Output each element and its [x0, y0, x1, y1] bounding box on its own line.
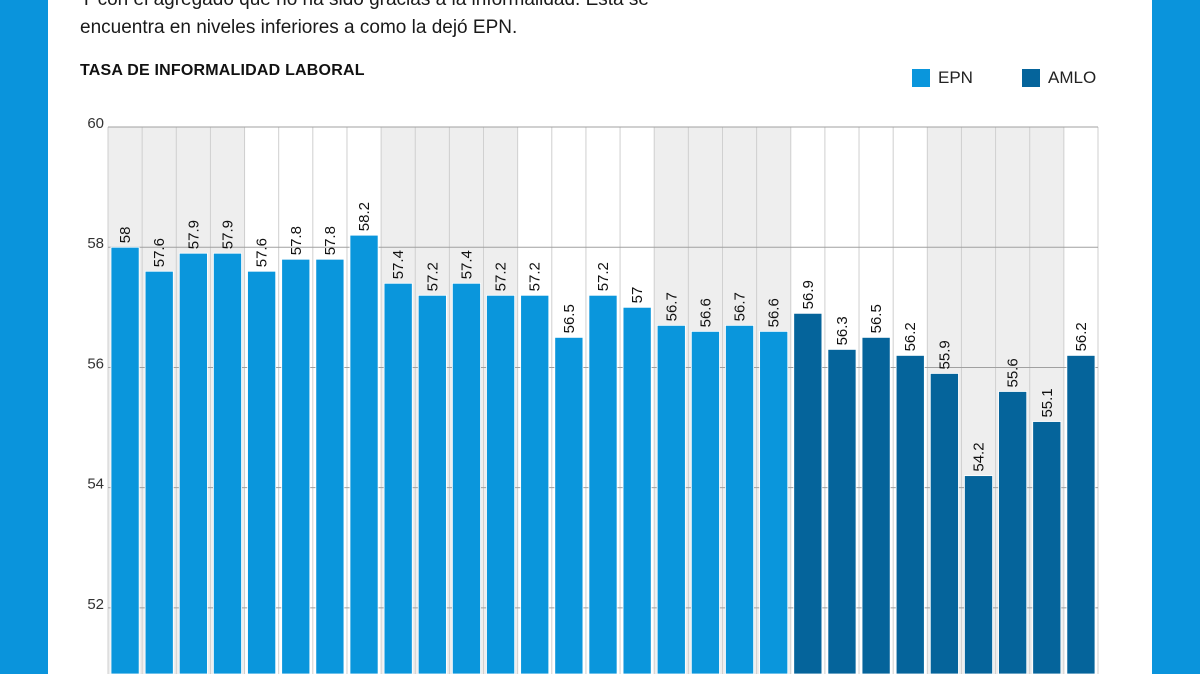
- bar: [349, 234, 379, 674]
- data-label: 56.5: [868, 304, 885, 333]
- data-label: 57.2: [527, 262, 544, 291]
- bar: [178, 252, 208, 674]
- bar: [725, 324, 755, 674]
- bar-chart: 60 58 56 54 52 58 57.6 57.9 57.9 57.6 57.8 57.8 58.2…: [87, 115, 1099, 674]
- bar: [656, 324, 686, 674]
- data-label: 58.2: [356, 202, 373, 231]
- data-label: 57.6: [151, 238, 168, 267]
- data-label: 55.9: [936, 340, 953, 369]
- bar: [281, 258, 311, 674]
- data-label: 56.5: [561, 304, 578, 333]
- bar: [247, 270, 277, 674]
- bar: [1066, 355, 1096, 674]
- bar: [554, 336, 584, 674]
- bar: [964, 475, 993, 674]
- bar: [213, 252, 242, 674]
- intro-line-1: Y con el agregado que no ha sido gracias…: [80, 0, 1080, 14]
- data-label: 54.2: [971, 442, 988, 471]
- bar: [895, 355, 925, 674]
- data-label: 56.7: [663, 292, 680, 321]
- bar: [451, 282, 481, 674]
- bar: [929, 373, 959, 674]
- bar: [110, 246, 140, 674]
- data-label: 56.7: [732, 292, 749, 321]
- data-label: 57.9: [219, 220, 236, 249]
- legend-label-epn: EPN: [938, 68, 973, 87]
- y-tick-label: 56: [87, 355, 104, 372]
- data-label: 57.2: [424, 262, 441, 291]
- data-label: 55.6: [1005, 358, 1022, 387]
- bar: [520, 294, 550, 674]
- data-label: 57: [629, 287, 646, 304]
- bar: [998, 391, 1028, 674]
- y-tick-label: 52: [87, 596, 104, 613]
- data-label: 57.4: [458, 250, 475, 279]
- y-tick-label: 60: [87, 115, 104, 132]
- data-label: 57.6: [254, 238, 271, 267]
- bar: [793, 312, 823, 674]
- legend-item-epn: EPN: [912, 68, 973, 88]
- data-label: 56.3: [834, 316, 851, 345]
- bar: [622, 306, 652, 674]
- bar: [759, 330, 789, 674]
- data-label: 57.2: [493, 262, 510, 291]
- bar: [417, 294, 447, 674]
- bar: [1032, 421, 1062, 674]
- y-tick-label: 58: [87, 235, 104, 252]
- data-label: 57.9: [185, 220, 202, 249]
- data-label: 57.2: [595, 262, 612, 291]
- data-label: 56.2: [902, 322, 919, 351]
- chart-title: TASA DE INFORMALIDAD LABORAL: [80, 62, 365, 79]
- legend-swatch-amlo: [1022, 69, 1040, 87]
- data-label: 55.1: [1039, 388, 1056, 417]
- data-label: 56.6: [766, 298, 783, 327]
- intro-text: Y con el agregado que no ha sido gracias…: [80, 0, 1080, 42]
- bar: [861, 336, 891, 674]
- bar: [690, 330, 720, 674]
- infographic-panel: Y con el agregado que no ha sido gracias…: [48, 0, 1152, 674]
- intro-line-2: encuentra en niveles inferiores a como l…: [80, 17, 518, 38]
- data-label: 58: [117, 227, 134, 244]
- bar: [315, 258, 345, 674]
- data-label: 56.6: [697, 298, 714, 327]
- bar: [827, 349, 857, 674]
- legend-label-amlo: AMLO: [1048, 68, 1097, 87]
- data-label: 57.4: [390, 250, 407, 279]
- legend-item-amlo: AMLO: [1022, 68, 1096, 88]
- bar: [486, 294, 516, 674]
- data-label: 57.8: [288, 226, 305, 255]
- data-label: 56.2: [1073, 322, 1090, 351]
- data-label: 57.8: [322, 226, 339, 255]
- legend-swatch-epn: [912, 69, 930, 87]
- bar: [588, 294, 618, 674]
- bar: [144, 270, 174, 674]
- y-tick-label: 54: [87, 476, 104, 493]
- data-label: 56.9: [800, 280, 817, 309]
- bar: [383, 282, 413, 674]
